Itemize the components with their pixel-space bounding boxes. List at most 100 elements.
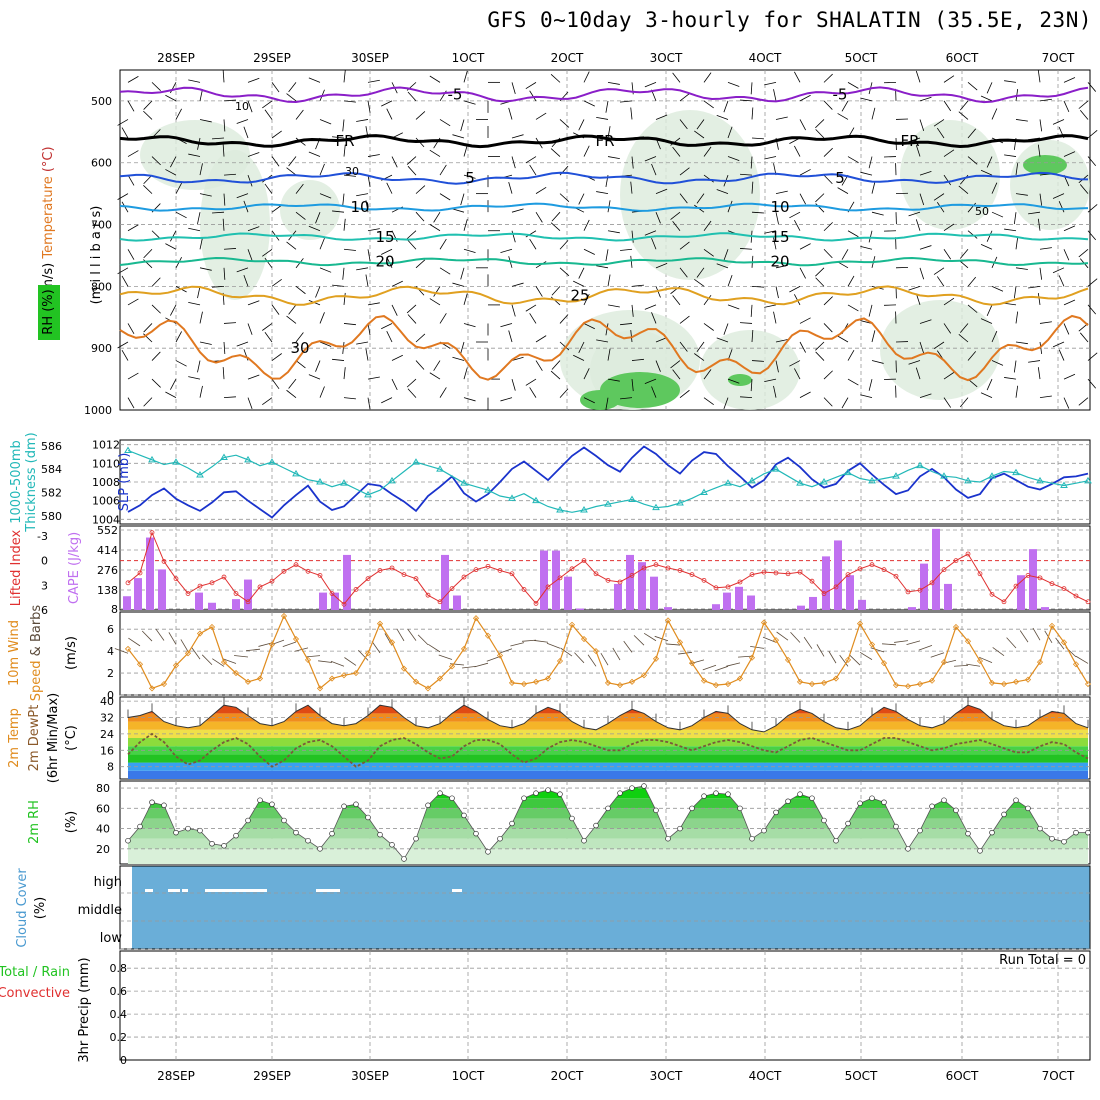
thickness-marker — [148, 455, 156, 463]
wind-barb — [511, 82, 516, 95]
wind-barb — [703, 248, 714, 257]
rh-point — [437, 790, 443, 796]
rh-point — [1085, 829, 1091, 836]
rh-point — [905, 846, 911, 852]
lifted-index-point — [485, 563, 491, 569]
temp-tick-label: 24 — [100, 728, 114, 741]
cape-bar — [441, 554, 449, 610]
axis-label-part: (m i l l i b a r s) — [89, 206, 104, 305]
rh-point — [605, 805, 611, 812]
lifted-index-point — [305, 568, 311, 574]
wind-barb-10m — [1006, 637, 1017, 649]
cloud-ylabel-unit: (%) — [33, 897, 48, 920]
wind-barb — [723, 100, 729, 113]
wind-speed-point — [760, 619, 768, 626]
wind-speed-point — [148, 685, 156, 692]
wind-barb-10m — [396, 628, 405, 642]
wind-speed-point — [388, 639, 396, 646]
wind-barb — [407, 165, 417, 176]
wind-barb — [694, 353, 705, 361]
lifted-index-point — [761, 569, 767, 575]
wind-barb — [127, 298, 139, 306]
wind-barb — [525, 156, 537, 164]
lifted-index-point — [893, 573, 899, 579]
wind-barb — [871, 211, 884, 216]
wind-barb — [815, 203, 825, 213]
wind-barb — [391, 378, 398, 391]
li-tick-label: 0 — [41, 555, 48, 568]
rh-point — [317, 846, 323, 852]
wind-barb — [815, 351, 825, 361]
wind-barb — [525, 82, 537, 90]
rh-shade-high — [580, 390, 620, 410]
wind-barb — [799, 243, 811, 250]
lifted-index-point — [281, 568, 287, 574]
wind-barb — [295, 286, 306, 295]
wind-barb — [1039, 321, 1052, 324]
wind-barb — [1039, 395, 1052, 399]
wind-barb — [197, 286, 201, 299]
dewpoint-line — [127, 732, 1089, 768]
lifted-index-point — [569, 566, 575, 572]
wind-barb — [823, 100, 833, 110]
cape-bar — [846, 575, 854, 610]
temp-ylabel-1: 2m Temp — [7, 708, 22, 768]
wind-barb — [391, 280, 403, 287]
wind-barb — [620, 397, 633, 400]
lifted-index-point — [413, 576, 419, 582]
wind-barb — [933, 119, 945, 127]
wind-barb — [775, 286, 779, 299]
wind-barb — [223, 173, 236, 176]
wind-barb — [936, 127, 945, 139]
cape-bar — [319, 592, 327, 610]
wind-barb — [365, 274, 369, 287]
wind-barb — [197, 212, 201, 225]
li-tick-label: -3 — [37, 530, 48, 543]
lifted-index-point — [965, 551, 971, 557]
lifted-index-point — [389, 565, 395, 571]
cape-bar — [244, 579, 252, 610]
wind-barb-10m — [1032, 627, 1041, 641]
wind-speed-point — [1072, 661, 1080, 668]
cape-bar — [576, 608, 584, 610]
wind-barb — [117, 193, 129, 200]
wind-barb — [751, 211, 764, 214]
wind-barb — [655, 114, 668, 120]
wind-barb — [727, 274, 733, 287]
wind-barb — [559, 388, 569, 398]
wind-barb-10m — [474, 662, 489, 668]
wind-speed-point — [844, 656, 852, 663]
wind-speed-point — [280, 612, 288, 620]
wind-barb — [551, 286, 561, 296]
wind-barb — [143, 323, 153, 333]
wind-barb — [750, 304, 753, 317]
wind-barb — [271, 130, 282, 139]
wind-barb — [823, 248, 833, 259]
temp-color-band — [128, 754, 1088, 763]
wind-speed-point — [940, 659, 948, 666]
wind-barb — [583, 219, 590, 231]
wind-barb — [151, 82, 161, 91]
wind-barb — [578, 193, 585, 205]
rh-point — [257, 797, 263, 803]
wind-barb — [223, 267, 226, 280]
cape-bar — [834, 540, 842, 610]
wind-barb — [578, 341, 585, 353]
wind-barb — [1004, 228, 1017, 232]
lifted-index-point — [665, 565, 671, 571]
wind-barb — [620, 248, 633, 251]
wind-speed-point — [304, 656, 312, 663]
wind-barb — [212, 211, 225, 214]
wind-barb — [727, 81, 740, 87]
wind-speed-point — [208, 623, 216, 631]
rh-point — [629, 785, 635, 791]
wind-barb — [860, 394, 873, 399]
wind-barb — [433, 286, 441, 297]
temp-color-band — [128, 770, 1088, 779]
wind-barb — [679, 389, 690, 398]
thickness-marker — [604, 500, 612, 507]
wind-barb — [1004, 80, 1017, 83]
rh-point — [473, 830, 479, 837]
wind-barb — [716, 337, 729, 343]
wind-barb — [288, 156, 297, 167]
